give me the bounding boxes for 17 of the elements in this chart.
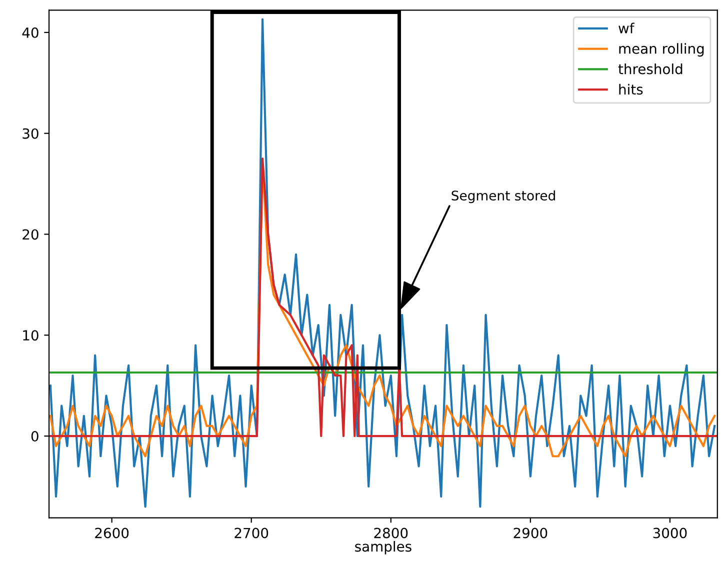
annotation: Segment stored [452, 190, 555, 204]
y-tick-label: 10 [23, 330, 38, 341]
legend-label: hits [619, 84, 643, 95]
x-tick-label: 2900 [514, 528, 548, 538]
x-tick-label: 3000 [653, 528, 687, 538]
line-series [49, 18, 716, 508]
x-tick-label: 2600 [95, 528, 129, 538]
legend-label: threshold [618, 64, 682, 74]
y-tick-label: 0 [31, 431, 38, 442]
y-tick-label: 30 [22, 128, 38, 139]
legend-label: mean rolling [619, 43, 704, 57]
y-tick-label: 40 [22, 27, 38, 38]
x-axis-title: samples [355, 540, 412, 554]
y-tick-label: 20 [22, 229, 38, 240]
legend-label: wf [618, 22, 635, 34]
x-tick-label: 2800 [374, 528, 408, 538]
x-tick-label: 2700 [234, 528, 268, 538]
